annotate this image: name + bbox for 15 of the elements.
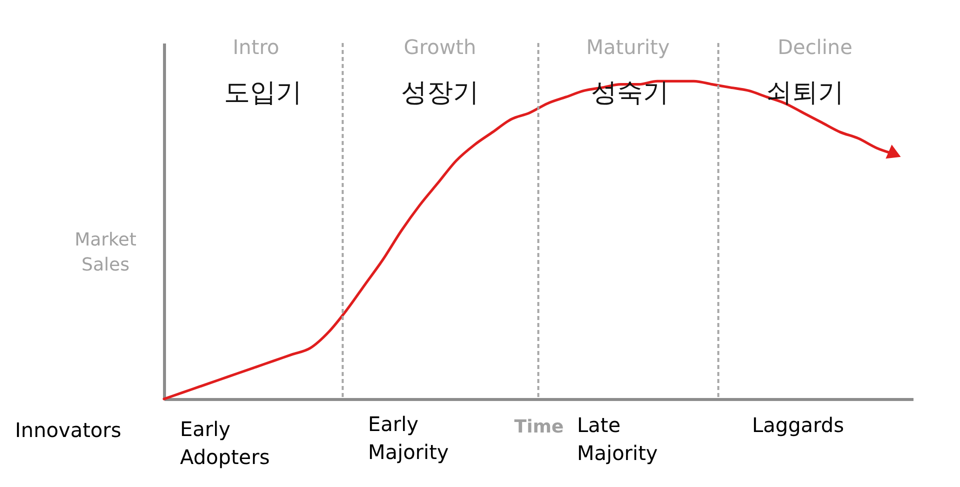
y-axis-title: Market Sales — [74, 230, 136, 276]
text: Early Adopters — [180, 417, 270, 469]
text: Laggards — [752, 413, 844, 437]
text: Growth — [404, 35, 476, 59]
text: Maturity — [586, 35, 670, 59]
annotation: 성숙기 — [591, 78, 669, 108]
text: Innovators — [15, 418, 122, 442]
text: Late Majority — [577, 413, 658, 465]
annotation: 쇠퇴기 — [766, 78, 844, 108]
text: Early Majority — [368, 412, 449, 464]
text: Decline — [778, 35, 852, 59]
annotation: 성장기 — [401, 78, 479, 108]
text: Intro — [232, 35, 280, 59]
annotation: 도입기 — [224, 78, 302, 108]
x-axis-title: Time — [514, 416, 564, 438]
